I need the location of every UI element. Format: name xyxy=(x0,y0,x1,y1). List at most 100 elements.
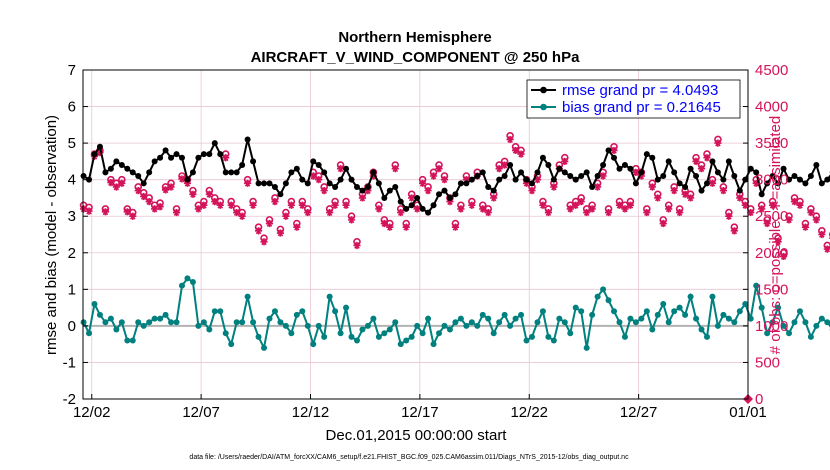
rmse-point xyxy=(676,180,683,187)
bias-point xyxy=(140,322,147,329)
obs-assimilated-marker xyxy=(309,172,317,180)
bias-point xyxy=(654,311,661,318)
bias-point xyxy=(315,322,322,329)
y-tick-label-left: -1 xyxy=(63,354,76,371)
bias-point xyxy=(818,315,825,322)
rmse-point xyxy=(146,169,153,176)
rmse-point xyxy=(157,154,164,161)
obs-assimilated-marker xyxy=(812,216,820,224)
bias-point xyxy=(206,326,213,333)
obs-assimilated-marker xyxy=(189,190,197,198)
bias-point xyxy=(233,319,240,326)
bias-point xyxy=(397,341,404,348)
bias-point xyxy=(370,315,377,322)
obs-assimilated-marker xyxy=(539,201,547,209)
bias-point xyxy=(545,333,552,340)
obs-assimilated-marker xyxy=(429,172,438,180)
obs-assimilated-marker xyxy=(697,165,706,173)
bias-point xyxy=(293,311,300,318)
bias-point xyxy=(304,322,311,329)
obs-assimilated-marker xyxy=(183,179,192,187)
data-file-footnote: data file: /Users/raeder/DAI/ATM_forcXX/… xyxy=(189,454,629,461)
bias-point xyxy=(96,311,103,318)
rmse-point xyxy=(222,169,229,176)
rmse-point xyxy=(687,165,694,172)
obs-assimilated-marker xyxy=(769,201,777,209)
bias-point xyxy=(786,330,793,337)
obs-assimilated-marker xyxy=(249,201,257,209)
rmse-point xyxy=(791,173,798,180)
bias-point xyxy=(299,308,306,315)
obs-assimilated-marker xyxy=(129,212,137,220)
bias-point xyxy=(528,333,535,340)
rmse-point xyxy=(485,183,492,190)
bias-point xyxy=(288,330,295,337)
obs-assimilated-marker xyxy=(681,190,689,198)
rmse-point xyxy=(414,194,421,201)
bias-point xyxy=(802,319,809,326)
rmse-point xyxy=(321,169,328,176)
obs-assimilated-marker xyxy=(708,179,717,187)
rmse-point xyxy=(113,158,120,165)
bias-point xyxy=(375,333,382,340)
obs-assimilated-marker xyxy=(315,176,323,184)
rmse-point xyxy=(731,173,738,180)
rmse-point xyxy=(720,176,727,183)
obs-assimilated-marker xyxy=(391,165,399,173)
obs-assimilated-marker xyxy=(326,208,334,217)
rmse-point xyxy=(86,176,93,183)
rmse-point xyxy=(370,169,377,176)
obs-assimilated-marker xyxy=(561,157,569,165)
rmse-point xyxy=(682,183,689,190)
obs-assimilated-marker xyxy=(254,227,263,235)
obs-assimilated-marker xyxy=(342,201,350,209)
obs-assimilated-marker xyxy=(298,201,306,209)
bias-point xyxy=(703,333,710,340)
rmse-point xyxy=(660,173,667,180)
obs-assimilated-marker xyxy=(544,208,552,217)
obs-assimilated-marker xyxy=(643,208,651,217)
bias-point xyxy=(753,282,760,289)
x-tick-label: 12/07 xyxy=(182,404,220,421)
obs-assimilated-marker xyxy=(244,179,252,187)
rmse-point xyxy=(463,180,470,187)
bias-point xyxy=(807,333,814,340)
bias-point xyxy=(693,315,700,322)
obs-assimilated-marker xyxy=(703,154,711,162)
rmse-point xyxy=(102,169,109,176)
bias-point xyxy=(583,344,590,351)
rmse-point xyxy=(693,173,700,180)
obs-assimilated-marker xyxy=(233,208,241,217)
rmse-point xyxy=(430,202,437,209)
rmse-point xyxy=(233,169,240,176)
obs-assimilated-marker xyxy=(692,157,700,165)
y-tick-label-left: -2 xyxy=(63,391,76,408)
bias-point xyxy=(414,322,421,329)
rmse-point xyxy=(337,176,344,183)
obs-assimilated-marker xyxy=(495,165,503,173)
obs-assimilated-marker xyxy=(577,198,585,206)
bias-point xyxy=(239,319,246,326)
bias-point xyxy=(501,311,508,318)
obs-assimilated-marker xyxy=(823,245,830,253)
bias-point xyxy=(386,326,393,333)
bias-point xyxy=(572,304,579,311)
bias-point xyxy=(698,326,705,333)
bias-point xyxy=(135,319,142,326)
obs-assimilated-marker xyxy=(419,179,427,187)
rmse-point xyxy=(714,169,721,176)
x-tick-label: 12/17 xyxy=(401,404,439,421)
obs-assimilated-marker xyxy=(528,187,536,195)
x-tick-label: 01/01 xyxy=(729,404,767,421)
rmse-point xyxy=(441,187,448,194)
rmse-point xyxy=(523,176,530,183)
bias-point xyxy=(764,330,771,337)
bias-point xyxy=(791,319,798,326)
rmse-point xyxy=(266,180,273,187)
obs-assimilated-marker xyxy=(172,208,181,217)
bias-point xyxy=(173,319,180,326)
obs-assimilated-marker xyxy=(796,201,804,209)
obs-assimilated-marker xyxy=(205,190,213,198)
y-tick-label-left: 3 xyxy=(68,208,76,225)
